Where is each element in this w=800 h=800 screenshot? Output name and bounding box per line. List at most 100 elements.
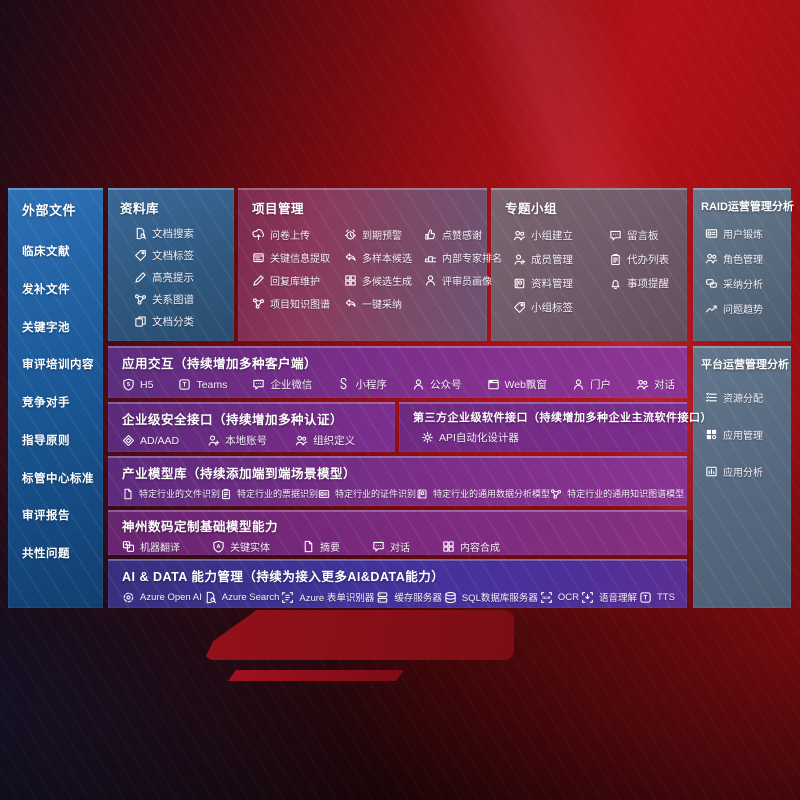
feature-label: 小程序 xyxy=(355,379,387,391)
feature-label: 到期预警 xyxy=(362,231,402,242)
official-account-icon xyxy=(412,378,425,391)
ranking-podium-item[interactable]: 内部专家排名 xyxy=(424,250,502,265)
qa-bubbles-item[interactable]: 采纳分析 xyxy=(705,276,791,291)
sql-database-icon xyxy=(444,591,457,604)
search-doc-item[interactable]: Azure Search xyxy=(204,591,279,604)
todo-clipboard-item[interactable]: 代办列表 xyxy=(609,252,687,267)
feature-label: 特定行业的通用知识图谱模型 xyxy=(567,489,685,499)
tag-item[interactable]: 小组标签 xyxy=(513,300,609,315)
doc-recognize-item[interactable]: 特定行业的文件识别 xyxy=(122,487,220,500)
adopt-arrow-item[interactable]: 一键采纳 xyxy=(344,296,424,311)
sidebar-item[interactable]: 临床文献 xyxy=(22,246,70,258)
highlighter-item[interactable]: 高亮提示 xyxy=(134,270,234,285)
cache-server-item[interactable]: 缓存服务器 xyxy=(376,590,442,604)
graph-item[interactable]: 关系图谱 xyxy=(134,292,234,307)
sql-database-item[interactable]: SQL数据库服务器 xyxy=(444,590,538,604)
entity-shield-item[interactable]: A 关键实体 xyxy=(212,539,270,554)
dialog-people-item[interactable]: 对话 xyxy=(636,377,675,392)
sidebar-item[interactable]: 审评报告 xyxy=(22,510,70,523)
api-gear-item[interactable]: API自动化设计器 xyxy=(421,430,519,445)
sidebar-item[interactable]: 发补文件 xyxy=(22,283,70,296)
shield-diamond-item[interactable]: AD/AAD xyxy=(122,434,179,447)
web-window-icon xyxy=(487,378,500,391)
people-group-icon xyxy=(705,252,718,265)
feature-label: TTS xyxy=(657,591,675,603)
sidebar-item[interactable]: 共性问题 xyxy=(22,548,70,560)
tts-icon: T xyxy=(639,591,652,604)
member-person-icon xyxy=(513,253,526,266)
feature-label: 评审员画像 xyxy=(442,277,492,288)
knowledge-graph-item[interactable]: 特定行业的通用知识图谱模型 xyxy=(550,487,684,500)
data-image-item[interactable]: 特定行业的通用数据分析模型 xyxy=(416,487,550,500)
ocr-frame-item[interactable]: OCR OCR xyxy=(540,591,579,604)
wechat-work-item[interactable]: 企业微信 xyxy=(252,377,312,392)
sidebar-title: 外部文件 xyxy=(22,203,77,218)
h5-badge-item[interactable]: 5 H5 xyxy=(122,378,153,391)
sidebar-item[interactable]: 审评培训内容 xyxy=(22,359,94,372)
raid-items: 用户锻炼角色管理采纳分析问题趋势 xyxy=(705,226,791,316)
people-group-item[interactable]: 小组建立 xyxy=(513,228,609,243)
form-recognizer-icon xyxy=(281,591,294,604)
web-window-item[interactable]: Web飘窗 xyxy=(487,377,547,392)
bbs-board-item[interactable]: 留言板 xyxy=(609,228,687,243)
project-management-panel: 项目管理 问卷上传 到期预警 点赞感谢 关键信息提取 多样本候选 内部专家排名 回复库维护 多… xyxy=(238,188,502,341)
chat-bubble-item[interactable]: 对话 xyxy=(372,539,410,554)
person-badge-item[interactable]: 本地账号 xyxy=(207,433,267,448)
summary-doc-item[interactable]: 摘要 xyxy=(302,539,340,554)
sidebar-item[interactable]: 指导原则 xyxy=(22,434,70,447)
app-chart-item[interactable]: 应用分析 xyxy=(705,464,791,479)
official-account-item[interactable]: 公众号 xyxy=(412,377,462,392)
form-recognizer-item[interactable]: Azure 表单识别器 xyxy=(281,590,374,604)
topic-group-panel: 专题小组 小组建立 留言板 成员管理 代办列表 资料管理 事项提醒 小组标签 xyxy=(491,188,687,341)
cloud-upload-item[interactable]: 问卷上传 xyxy=(252,227,344,242)
translate-item[interactable]: 机器翻译 xyxy=(122,539,180,554)
id-card-item[interactable]: 特定行业的证件识别 xyxy=(318,487,416,500)
receipt-item[interactable]: 特定行业的票据识别 xyxy=(220,487,318,500)
album-item[interactable]: 资料管理 xyxy=(513,276,609,291)
sidebar-item[interactable]: 竞争对手 xyxy=(22,397,70,409)
alarm-item[interactable]: 到期预警 xyxy=(344,227,424,242)
org-people-item[interactable]: 组织定义 xyxy=(295,433,355,448)
trend-chart-item[interactable]: 问题趋势 xyxy=(705,301,791,316)
people-group-item[interactable]: 角色管理 xyxy=(705,251,791,266)
reply-arrow-item[interactable]: 多样本候选 xyxy=(344,250,424,265)
pencil-edit-item[interactable]: 回复库维护 xyxy=(252,273,344,288)
extract-window-item[interactable]: 关键信息提取 xyxy=(252,250,344,265)
grid-gen-item[interactable]: 多候选生成 xyxy=(344,273,424,288)
summary-doc-icon xyxy=(302,540,315,553)
basemodel-items: 机器翻译 A 关键实体 摘要 对话 内容合成 xyxy=(122,539,675,554)
wechat-work-icon xyxy=(252,378,265,391)
tts-item[interactable]: T TTS xyxy=(639,591,675,604)
aidata-items: Azure Open AI Azure Search Azure 表单识别器 缓存服务… xyxy=(122,590,675,604)
id-card-item[interactable]: 用户锻炼 xyxy=(705,226,791,241)
project-items: 问卷上传 到期预警 点赞感谢关键信息提取 多样本候选 内部专家排名回复库维护 多候选生成 评… xyxy=(252,227,502,311)
person-item[interactable]: 评审员画像 xyxy=(424,273,502,288)
miniprogram-item[interactable]: 小程序 xyxy=(337,377,387,392)
doc-search-item[interactable]: 文档搜索 xyxy=(134,226,234,241)
knowledge-graph-item[interactable]: 项目知识图谱 xyxy=(252,296,344,311)
sidebar-item[interactable]: 标管中心标准 xyxy=(22,472,94,485)
feature-label: Azure 表单识别器 xyxy=(299,593,375,604)
raid-title: RAID运营管理分析 xyxy=(701,201,794,213)
teams-item[interactable]: T Teams xyxy=(178,378,227,391)
openai-swirl-item[interactable]: Azure Open AI xyxy=(122,591,202,604)
app-interaction-panel: 应用交互（持续增加多种客户端） 5 H5 T Teams 企业微信 小程序 公众号 Web飘窗… xyxy=(108,346,687,398)
list-lines-item[interactable]: 资源分配 xyxy=(705,390,791,405)
svg-text:OCR: OCR xyxy=(542,596,551,600)
miniprogram-icon xyxy=(337,378,350,391)
copy-item[interactable]: 文档分类 xyxy=(134,314,234,329)
compose-grid-item[interactable]: 内容合成 xyxy=(442,539,500,554)
feature-label: 留言板 xyxy=(627,230,659,242)
bell-item[interactable]: 事项提醒 xyxy=(609,276,687,291)
member-person-item[interactable]: 成员管理 xyxy=(513,252,609,267)
app-grid-item[interactable]: 应用管理 xyxy=(705,427,791,442)
tag-item[interactable]: 文档标签 xyxy=(134,248,234,263)
speech-understand-item[interactable]: 语音理解 xyxy=(581,590,637,604)
portal-person-icon xyxy=(572,378,585,391)
thumb-up-item[interactable]: 点赞感谢 xyxy=(424,227,502,242)
security-items: AD/AAD 本地账号 组织定义 xyxy=(122,433,383,448)
portal-person-item[interactable]: 门户 xyxy=(572,377,611,392)
translate-icon xyxy=(122,540,135,553)
sidebar-item[interactable]: 关键字池 xyxy=(22,321,70,334)
platform-title: 平台运营管理分析 xyxy=(701,359,789,371)
